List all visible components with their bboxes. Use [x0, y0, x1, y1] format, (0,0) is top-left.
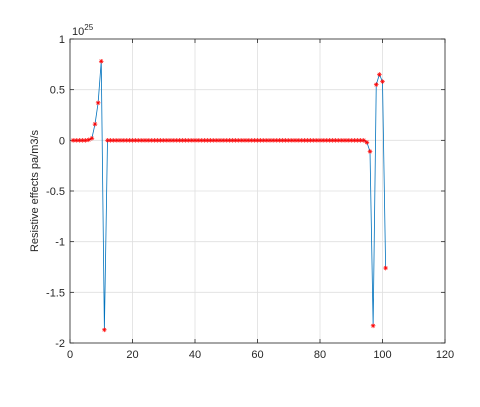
- grid: [69, 38, 446, 344]
- y-tick-label: -1.5: [46, 287, 65, 299]
- data-point-marker: [261, 138, 267, 143]
- y-tick-label: 1: [59, 34, 65, 46]
- data-point-marker: [289, 138, 295, 143]
- data-point-marker: [367, 149, 373, 154]
- data-point-marker: [339, 138, 345, 143]
- y-tick-label: 0.5: [50, 85, 65, 97]
- series-line: [73, 61, 387, 330]
- data-point-marker: [252, 138, 257, 143]
- data-point-marker: [317, 138, 323, 143]
- y-axis-label: Resistive effects pa/m3/s: [29, 129, 41, 252]
- series-lines: [73, 61, 387, 330]
- data-point-marker: [102, 327, 107, 333]
- y-axis-exponent-base: 10: [72, 26, 84, 38]
- y-tick-label: -0.5: [46, 186, 65, 198]
- data-point-marker: [211, 138, 217, 143]
- x-tick-label: 80: [314, 349, 326, 361]
- data-point-marker: [230, 138, 235, 143]
- data-point-marker: [217, 138, 223, 143]
- data-point-marker: [383, 265, 388, 271]
- data-point-marker: [355, 138, 360, 143]
- data-point-marker: [189, 138, 195, 143]
- data-point-marker: [205, 138, 210, 143]
- data-point-marker: [70, 138, 76, 143]
- data-point-marker: [164, 138, 170, 143]
- x-tick-label: 100: [373, 349, 391, 361]
- series-markers: [70, 58, 388, 333]
- data-point-marker: [83, 138, 88, 143]
- data-point-marker: [283, 138, 288, 143]
- data-point-marker: [195, 138, 201, 143]
- data-point-marker: [342, 138, 348, 143]
- y-tick-label: -1: [55, 237, 65, 249]
- data-point-marker: [255, 138, 260, 143]
- data-point-marker: [370, 323, 376, 329]
- y-tick-label: 0: [59, 135, 65, 147]
- axis-ticks: 0 20 40 60 80 100 120 -2 -1.5 -1 -0.5 0 0.5 1: [46, 34, 454, 361]
- x-tick-label: 120: [436, 349, 454, 361]
- data-point-marker: [364, 140, 370, 145]
- data-point-marker: [270, 138, 276, 143]
- data-point-marker: [92, 121, 98, 127]
- x-tick-label: 40: [189, 349, 201, 361]
- y-axis-exponent: 1025: [72, 23, 94, 38]
- x-tick-label: 20: [126, 349, 138, 361]
- data-point-marker: [95, 100, 101, 106]
- x-tick-label: 60: [251, 349, 263, 361]
- data-point-marker: [192, 138, 198, 143]
- data-point-marker: [361, 138, 367, 143]
- x-tick-label: 0: [67, 349, 73, 361]
- data-point-marker: [98, 58, 104, 64]
- data-point-marker: [152, 138, 157, 143]
- data-point-marker: [380, 79, 385, 84]
- data-point-marker: [89, 136, 95, 141]
- y-tick-label: -2: [55, 338, 65, 350]
- data-point-marker: [373, 82, 379, 87]
- data-point-marker: [377, 72, 382, 77]
- data-point-marker: [333, 138, 338, 143]
- data-point-marker: [311, 138, 317, 143]
- data-point-marker: [242, 138, 248, 143]
- y-axis-exponent-power: 25: [84, 23, 93, 32]
